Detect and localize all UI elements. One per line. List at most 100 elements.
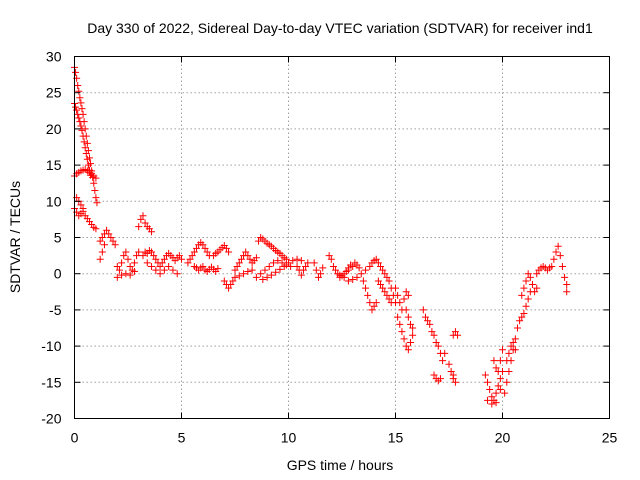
data-point — [368, 306, 376, 314]
data-point — [509, 338, 517, 346]
y-tick-label: -10 — [41, 338, 61, 354]
data-point — [76, 94, 84, 102]
y-tick-label: 0 — [54, 266, 62, 282]
data-point — [93, 199, 101, 207]
data-point — [349, 275, 357, 283]
data-point — [111, 241, 119, 249]
data-point — [152, 266, 160, 274]
data-points — [71, 63, 571, 408]
data-point — [505, 349, 513, 357]
data-point — [494, 382, 502, 390]
data-point — [516, 317, 524, 325]
data-point — [381, 270, 389, 278]
data-point — [370, 302, 378, 310]
data-point — [524, 270, 532, 278]
data-point — [492, 364, 500, 372]
data-point — [434, 342, 442, 350]
data-point — [92, 225, 100, 233]
data-point — [122, 248, 130, 256]
data-point — [364, 291, 372, 299]
data-point — [441, 349, 449, 357]
data-point — [366, 262, 374, 270]
data-point — [186, 255, 194, 263]
data-point — [276, 265, 284, 273]
data-point — [550, 255, 558, 263]
data-point — [357, 270, 365, 278]
data-point — [409, 324, 417, 332]
data-point — [310, 259, 318, 267]
data-point — [511, 346, 519, 354]
data-point — [520, 310, 528, 318]
data-point — [400, 295, 408, 303]
data-point — [255, 237, 263, 245]
data-point — [122, 270, 130, 278]
data-point — [548, 262, 556, 270]
data-point — [501, 389, 509, 397]
data-point — [231, 273, 239, 281]
data-point — [494, 367, 502, 375]
data-point — [317, 270, 325, 278]
data-point — [355, 264, 363, 272]
data-point — [270, 259, 278, 267]
data-point — [220, 277, 228, 285]
x-tick-label: 20 — [495, 430, 511, 446]
data-point — [349, 262, 357, 270]
data-point — [293, 255, 301, 263]
data-point — [299, 266, 307, 274]
data-point — [229, 277, 237, 285]
data-point — [385, 295, 393, 303]
data-point — [244, 268, 252, 276]
data-point — [379, 266, 387, 274]
data-point — [83, 139, 91, 147]
data-point — [432, 338, 440, 346]
data-point — [135, 248, 143, 256]
data-point — [199, 241, 207, 249]
data-point — [252, 254, 260, 262]
data-point — [231, 266, 239, 274]
data-point — [274, 257, 282, 265]
data-point — [237, 255, 245, 263]
data-point — [554, 242, 562, 250]
data-point — [374, 259, 382, 267]
data-point — [227, 281, 235, 289]
data-point — [372, 255, 380, 263]
data-point — [137, 215, 145, 223]
data-point — [78, 126, 86, 134]
y-tick-label: 5 — [54, 230, 62, 246]
data-point — [225, 284, 233, 292]
data-point — [81, 125, 89, 133]
data-point — [503, 378, 511, 386]
data-point — [513, 324, 521, 332]
data-point — [203, 248, 211, 256]
data-point — [518, 313, 526, 321]
data-point — [518, 291, 526, 299]
data-point — [160, 255, 168, 263]
data-point — [173, 270, 181, 278]
data-point — [304, 259, 312, 267]
data-point — [130, 268, 138, 276]
data-point — [426, 320, 434, 328]
data-point — [383, 273, 391, 281]
data-point — [520, 284, 528, 292]
data-point — [387, 299, 395, 307]
data-point — [233, 262, 241, 270]
data-point — [312, 266, 320, 274]
data-point — [481, 371, 489, 379]
data-point — [404, 291, 412, 299]
y-tick-label: 20 — [46, 121, 62, 137]
data-point — [113, 262, 121, 270]
data-point — [503, 357, 511, 365]
data-point — [526, 288, 534, 296]
data-point — [484, 396, 492, 404]
data-point — [522, 277, 530, 285]
data-point — [82, 150, 90, 158]
data-point — [272, 268, 280, 276]
axis-ticks: 0 5 10 15 20 25 -20 -15 -10 -5 0 5 10 15 20 25 30 — [41, 49, 617, 446]
data-point — [392, 284, 399, 292]
data-point — [353, 273, 361, 281]
data-point — [336, 271, 344, 279]
data-point — [496, 386, 504, 394]
data-point — [402, 288, 410, 296]
data-point — [77, 201, 85, 209]
data-point — [259, 275, 267, 283]
